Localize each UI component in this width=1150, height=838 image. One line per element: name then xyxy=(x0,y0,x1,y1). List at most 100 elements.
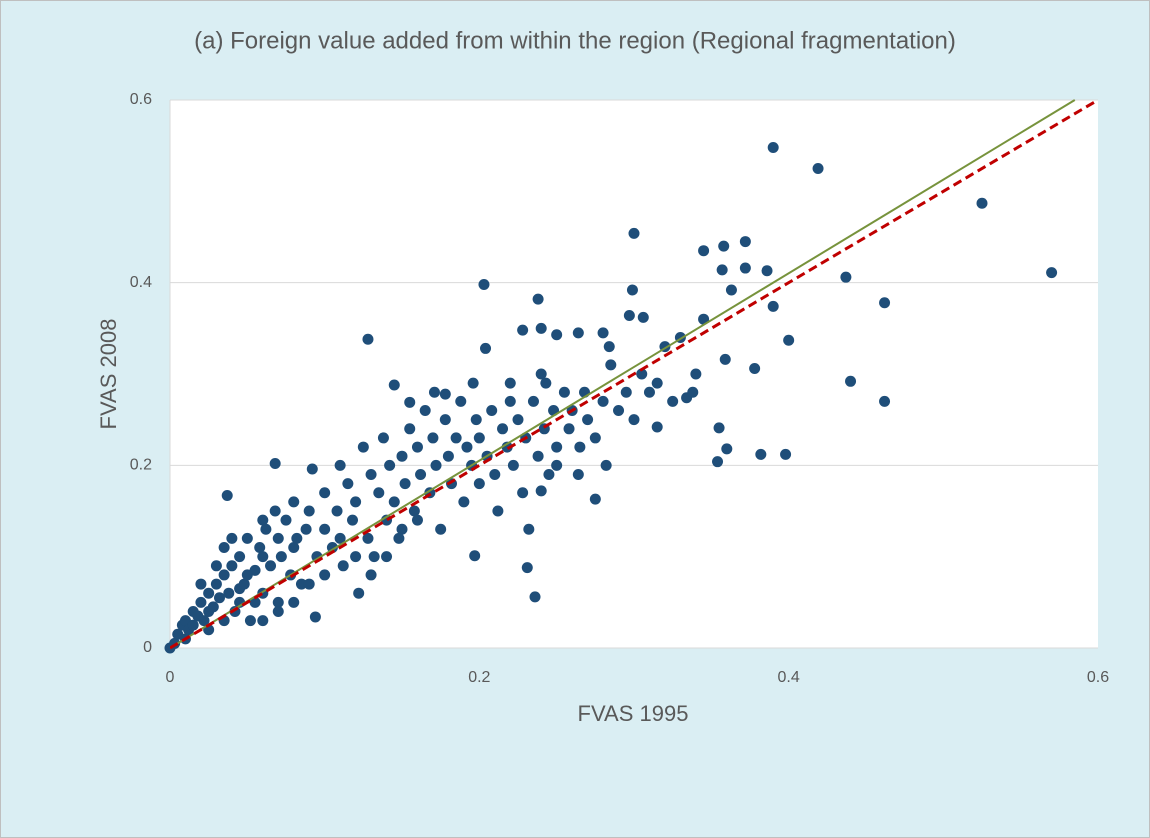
scatter-point xyxy=(698,313,710,325)
scatter-point xyxy=(976,197,988,209)
scatter-point xyxy=(241,532,253,544)
scatter-point xyxy=(218,569,230,581)
scatter-point xyxy=(540,377,552,389)
scatter-point xyxy=(269,458,281,470)
y-tick-label: 0.2 xyxy=(130,457,152,474)
scatter-point xyxy=(347,514,359,526)
scatter-point xyxy=(388,379,400,391)
scatter-point xyxy=(272,532,284,544)
scatter-point xyxy=(879,395,891,407)
scatter-point xyxy=(574,441,586,453)
scatter-point xyxy=(718,240,730,252)
scatter-point xyxy=(223,587,235,599)
scatter-point xyxy=(767,141,779,153)
scatter-point xyxy=(1046,267,1058,279)
scatter-point xyxy=(469,550,481,562)
scatter-point xyxy=(306,463,318,475)
scatter-point xyxy=(342,478,354,490)
scatter-point xyxy=(288,542,300,554)
scatter-point xyxy=(492,505,504,517)
scatter-point xyxy=(300,523,312,535)
scatter-point xyxy=(532,293,544,305)
scatter-point xyxy=(535,485,547,497)
scatter-point xyxy=(396,523,408,535)
y-tick-label: 0 xyxy=(143,639,152,656)
scatter-point xyxy=(480,342,492,354)
scatter-point xyxy=(589,493,601,505)
scatter-point xyxy=(455,395,467,407)
scatter-point xyxy=(288,596,300,608)
scatter-point xyxy=(439,388,451,400)
scatter-point xyxy=(551,329,563,341)
scatter-point xyxy=(572,327,584,339)
scatter-point xyxy=(780,448,792,460)
scatter-point xyxy=(291,532,303,544)
scatter-point xyxy=(350,496,362,508)
scatter-point xyxy=(628,227,640,239)
scatter-point xyxy=(721,443,733,455)
scatter-point xyxy=(303,505,315,517)
scatter-point xyxy=(399,478,411,490)
scatter-point xyxy=(512,414,524,426)
scatter-point xyxy=(411,441,423,453)
scatter-point xyxy=(249,596,261,608)
scatter-point xyxy=(244,615,256,627)
scatter-point xyxy=(226,532,238,544)
scatter-point xyxy=(257,615,269,627)
scatter-point xyxy=(334,459,346,471)
scatter-point xyxy=(249,564,261,576)
scatter-point xyxy=(690,368,702,380)
scatter-point xyxy=(260,523,272,535)
scatter-point xyxy=(195,596,207,608)
scatter-point xyxy=(368,551,380,563)
scatter-point xyxy=(404,423,416,435)
scatter-point xyxy=(319,523,331,535)
scatter-point xyxy=(507,459,519,471)
scatter-point xyxy=(195,578,207,590)
scatter-point xyxy=(637,311,649,323)
scatter-point xyxy=(365,468,377,480)
scatter-point xyxy=(600,459,612,471)
scatter-point xyxy=(532,450,544,462)
scatter-point xyxy=(275,551,287,563)
scatter-point xyxy=(362,532,374,544)
scatter-point xyxy=(362,333,374,345)
scatter-point xyxy=(667,395,679,407)
scatter-point xyxy=(272,596,284,608)
scatter-point xyxy=(461,441,473,453)
scatter-point xyxy=(643,386,655,398)
scatter-point xyxy=(473,432,485,444)
scatter-point xyxy=(388,496,400,508)
scatter-point xyxy=(396,450,408,462)
scatter-point xyxy=(535,368,547,380)
scatter-point xyxy=(651,421,663,433)
scatter-point xyxy=(207,601,219,613)
reference-line xyxy=(170,98,1099,650)
trend-line xyxy=(170,99,1076,649)
chart-title: (a) Foreign value added from within the … xyxy=(194,27,956,54)
scatter-point xyxy=(381,551,393,563)
scatter-point xyxy=(527,395,539,407)
scatter-point xyxy=(783,334,795,346)
scatter-point xyxy=(716,264,728,276)
scatter-point xyxy=(257,551,269,563)
scatter-point xyxy=(430,459,442,471)
scatter-point xyxy=(419,405,431,417)
scatter-point xyxy=(384,459,396,471)
scatter-point xyxy=(845,375,857,387)
scatter-point xyxy=(269,505,281,517)
scatter-point xyxy=(597,327,609,339)
scatter-point xyxy=(489,468,501,480)
scatter-point xyxy=(687,386,699,398)
scatter-point xyxy=(226,560,238,572)
scatter-point xyxy=(427,432,439,444)
scatter-point xyxy=(572,468,584,480)
scatter-point xyxy=(221,489,233,501)
scatter-point xyxy=(504,377,516,389)
scatter-point xyxy=(415,468,427,480)
scatter-point xyxy=(739,236,751,248)
scatter-point xyxy=(840,271,852,283)
scatter-point xyxy=(497,423,509,435)
scatter-point xyxy=(529,591,541,603)
